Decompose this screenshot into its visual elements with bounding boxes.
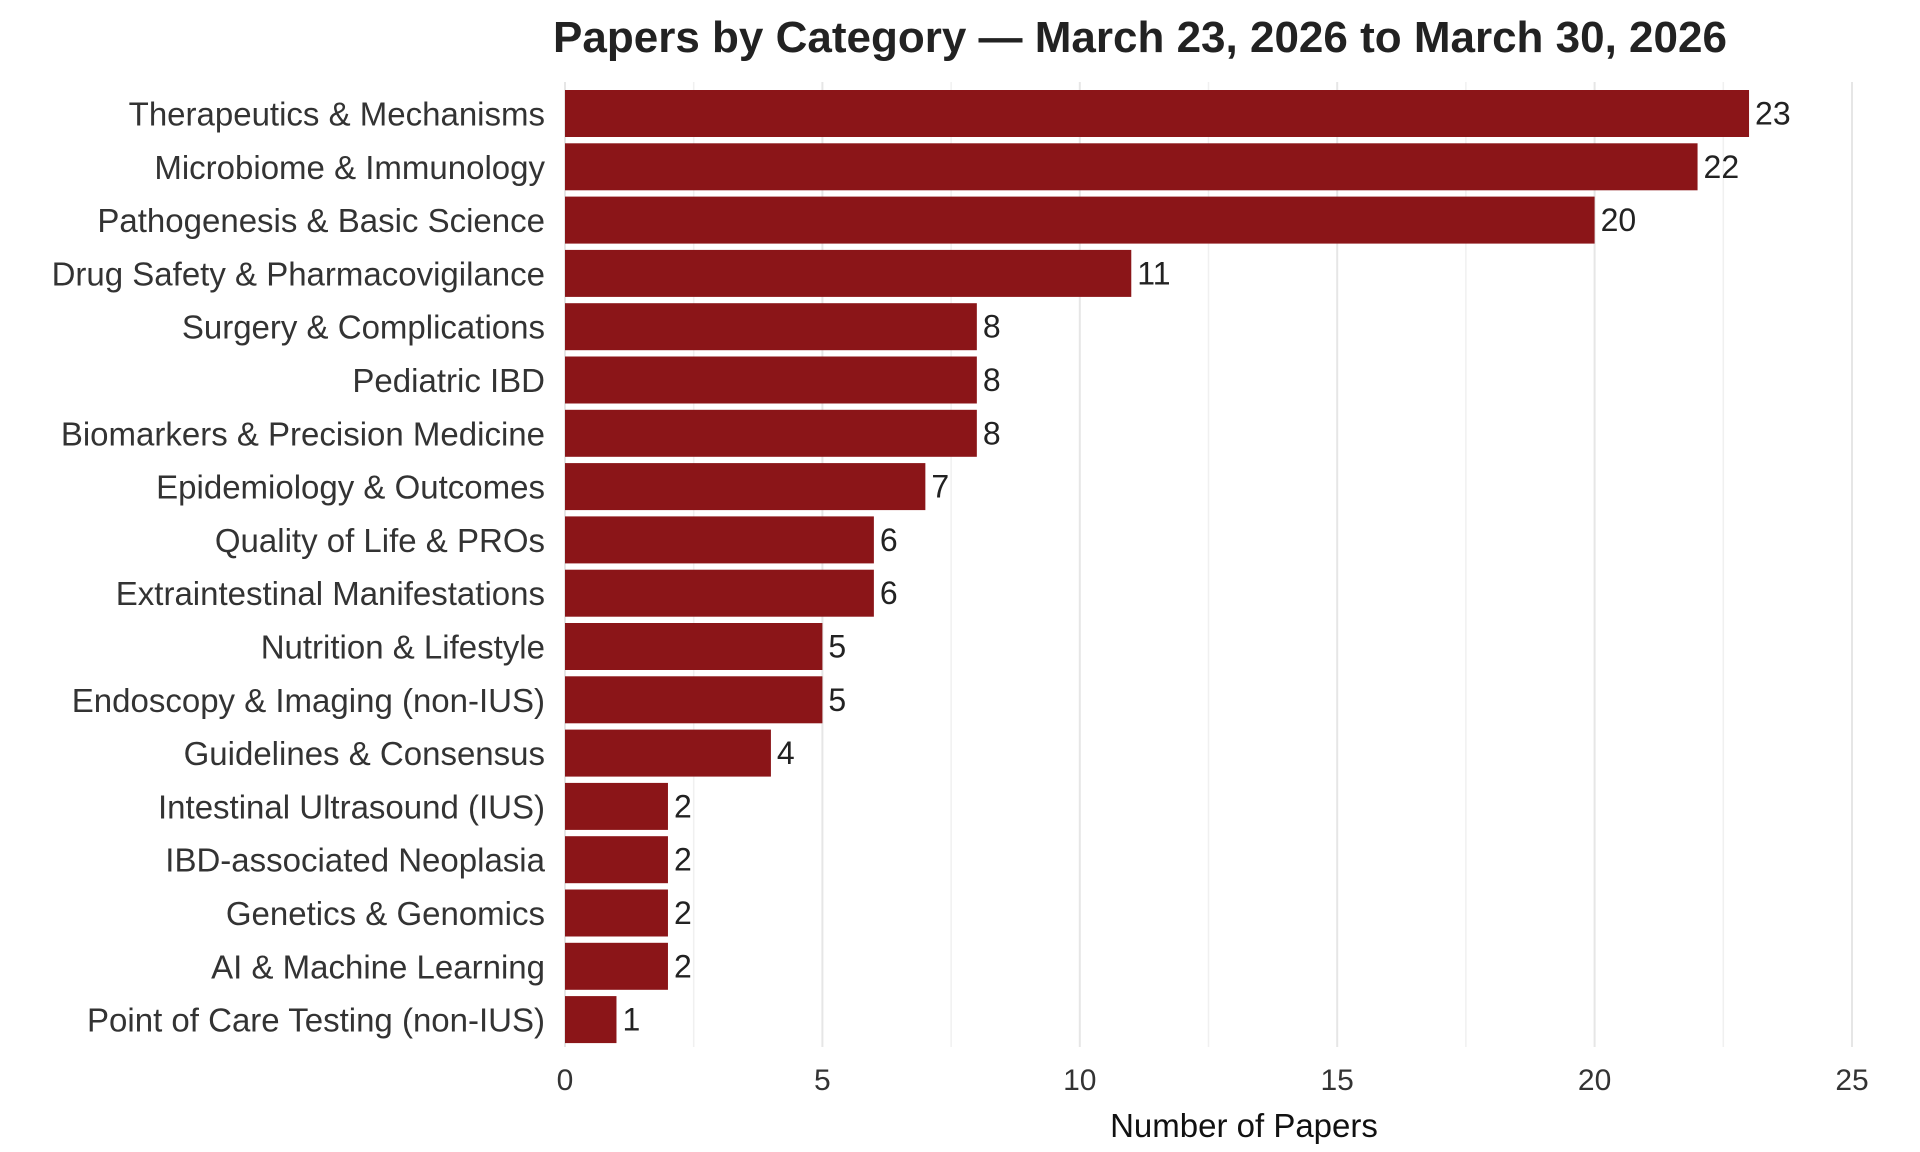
bar-value-label: 2 [674,948,692,984]
bar [565,303,977,351]
category-label: IBD-associated Neoplasia [165,842,545,879]
category-label: AI & Machine Learning [211,948,545,985]
bar-value-label: 2 [674,895,692,931]
bar-value-label: 8 [983,362,1001,398]
bar-value-label: 7 [931,469,949,505]
bar-value-label: 5 [828,682,846,718]
bar-value-label: 22 [1704,149,1740,185]
bar [565,996,617,1044]
x-tick-label: 10 [1063,1064,1096,1097]
category-label: Guidelines & Consensus [184,735,545,772]
bar [565,782,668,830]
bar-value-label: 5 [828,629,846,665]
x-tick-label: 15 [1321,1064,1354,1097]
bar [565,623,823,670]
bar-value-label: 4 [777,735,795,771]
bar [565,463,926,511]
category-label: Pediatric IBD [352,362,545,399]
x-axis-title: Number of Papers [1110,1107,1378,1144]
x-tick-label: 25 [1835,1064,1868,1097]
bar-value-label: 2 [674,842,692,878]
category-label: Endoscopy & Imaging (non-IUS) [72,682,545,719]
category-label: Nutrition & Lifestyle [261,629,545,666]
x-tick-label: 5 [814,1064,831,1097]
bar [565,729,771,777]
category-label: Biomarkers & Precision Medicine [61,415,545,452]
bar [565,90,1750,137]
category-label: Drug Safety & Pharmacovigilance [52,255,545,292]
bar [565,569,874,617]
bar [565,516,874,564]
bar [565,942,668,990]
bar-value-label: 23 [1755,96,1791,132]
bar-value-label: 8 [983,415,1001,451]
x-axis-ticks: 0 5 10 15 20 25 [557,1064,1869,1097]
bar [565,836,668,884]
category-label: Genetics & Genomics [226,895,545,932]
category-label: Pathogenesis & Basic Science [97,202,545,239]
bar-value-label: 6 [880,575,898,611]
bar-value-label: 11 [1137,255,1170,291]
bar [565,356,977,404]
bars [565,90,1750,1044]
bar [565,676,823,724]
category-label: Surgery & Complications [182,309,545,346]
category-label: Extraintestinal Manifestations [116,575,545,612]
bar-value-label: 20 [1601,202,1637,238]
category-label: Therapeutics & Mechanisms [129,96,545,133]
category-label: Microbiome & Immunology [154,149,545,186]
bar-value-label: 6 [880,522,898,558]
bar [565,143,1698,191]
x-tick-label: 20 [1578,1064,1611,1097]
category-label: Intestinal Ultrasound (IUS) [158,788,545,825]
bar-value-label: 2 [674,788,692,824]
chart-title: Papers by Category — March 23, 2026 to M… [553,13,1727,62]
category-label: Epidemiology & Outcomes [156,469,545,506]
category-label: Point of Care Testing (non-IUS) [87,1002,545,1039]
bar-value-label: 8 [983,309,1001,345]
bar [565,249,1132,297]
bar-value-label: 1 [622,1002,640,1038]
category-label: Quality of Life & PROs [215,522,545,559]
x-tick-label: 0 [557,1064,574,1097]
category-labels: Therapeutics & Mechanisms Microbiome & Im… [52,96,546,1039]
bar [565,889,668,937]
bar [565,196,1595,244]
bar [565,409,977,457]
